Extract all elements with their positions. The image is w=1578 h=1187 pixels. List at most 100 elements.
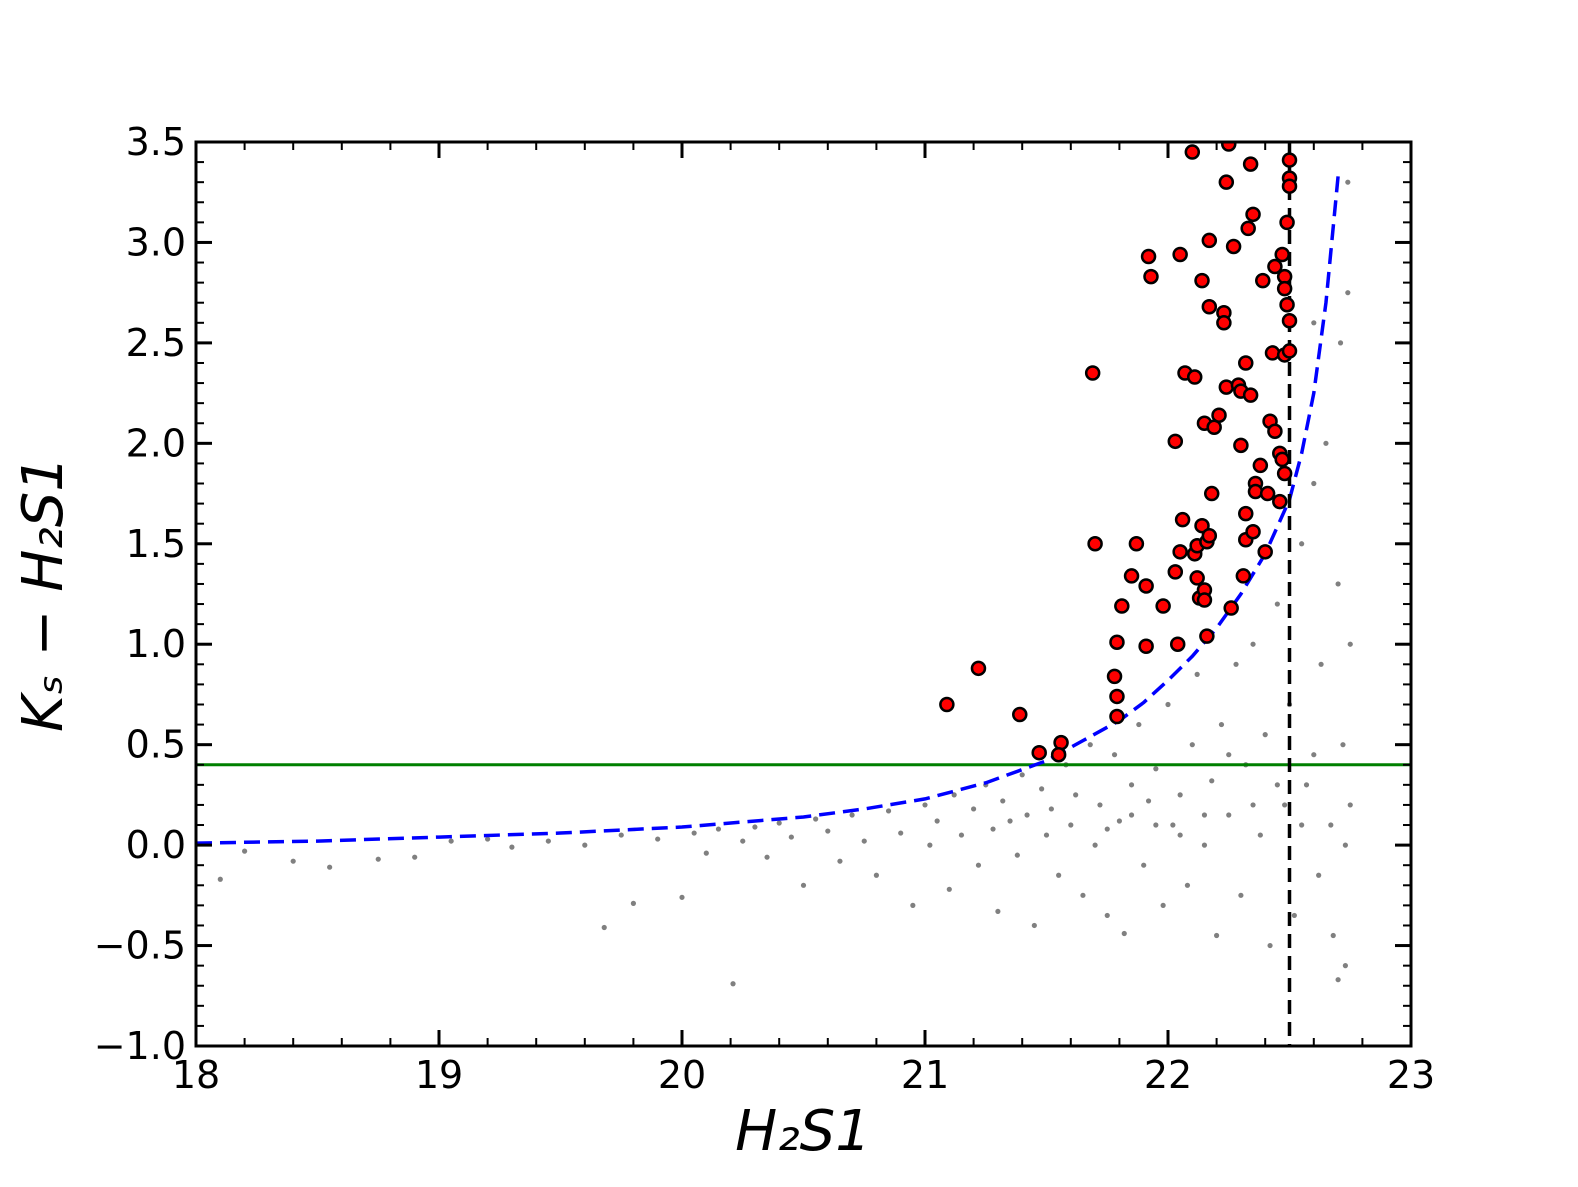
point bbox=[1250, 641, 1256, 647]
point bbox=[412, 854, 418, 860]
point bbox=[1335, 977, 1341, 983]
point bbox=[1087, 742, 1093, 748]
point bbox=[1274, 782, 1280, 788]
point bbox=[813, 816, 819, 822]
point bbox=[1031, 744, 1047, 761]
point bbox=[1184, 144, 1201, 160]
point bbox=[788, 834, 794, 840]
point bbox=[1201, 842, 1208, 848]
point bbox=[946, 886, 952, 892]
point bbox=[1209, 778, 1215, 784]
point bbox=[1274, 601, 1280, 607]
point bbox=[1043, 832, 1050, 838]
point bbox=[1140, 248, 1157, 265]
point bbox=[1012, 706, 1028, 723]
point bbox=[509, 844, 515, 850]
point bbox=[1186, 369, 1203, 385]
point bbox=[1123, 568, 1140, 584]
point bbox=[1267, 942, 1273, 949]
point bbox=[1226, 752, 1232, 758]
point bbox=[849, 812, 855, 818]
point bbox=[1218, 721, 1225, 728]
point bbox=[1282, 802, 1288, 808]
point bbox=[1174, 511, 1191, 528]
point bbox=[1024, 812, 1030, 818]
x-tick-label: 18 bbox=[172, 1053, 220, 1097]
point bbox=[1259, 485, 1276, 502]
point bbox=[861, 838, 867, 844]
point bbox=[922, 802, 928, 808]
x-axis-label: H₂S1 bbox=[735, 1099, 871, 1164]
point bbox=[1214, 932, 1220, 939]
point bbox=[910, 902, 916, 908]
point bbox=[1068, 822, 1074, 828]
point bbox=[1194, 272, 1210, 289]
point bbox=[1267, 423, 1283, 440]
point bbox=[1109, 708, 1125, 725]
point bbox=[885, 808, 892, 814]
point bbox=[1276, 465, 1293, 482]
point bbox=[485, 836, 491, 842]
point bbox=[1257, 544, 1273, 560]
model-curve bbox=[196, 175, 1340, 845]
point bbox=[290, 858, 296, 864]
point bbox=[1274, 246, 1290, 263]
point bbox=[1335, 581, 1341, 587]
point bbox=[1194, 671, 1200, 677]
point bbox=[1303, 782, 1310, 788]
point bbox=[1189, 742, 1195, 748]
y-tick-label: −0.5 bbox=[94, 924, 186, 968]
point bbox=[1138, 578, 1154, 594]
point bbox=[217, 876, 223, 882]
point bbox=[1136, 721, 1142, 728]
point bbox=[1281, 178, 1298, 194]
point bbox=[375, 856, 381, 862]
point bbox=[1160, 902, 1166, 908]
point bbox=[1084, 365, 1101, 381]
point bbox=[1201, 812, 1208, 818]
y-tick-label: 2.0 bbox=[126, 421, 186, 465]
point bbox=[958, 832, 965, 838]
point bbox=[1245, 523, 1261, 540]
point bbox=[1221, 142, 1237, 152]
point bbox=[990, 826, 996, 832]
point bbox=[1087, 536, 1103, 552]
y-tick-label: 3.0 bbox=[126, 220, 186, 264]
point bbox=[1039, 786, 1045, 792]
point bbox=[1281, 313, 1298, 329]
point bbox=[1242, 156, 1259, 172]
point bbox=[1177, 832, 1183, 838]
point bbox=[995, 908, 1001, 915]
point bbox=[1141, 862, 1147, 868]
point bbox=[776, 820, 782, 826]
point bbox=[1299, 541, 1305, 547]
point bbox=[1153, 766, 1159, 772]
point bbox=[1267, 258, 1283, 275]
point bbox=[1138, 638, 1154, 654]
point bbox=[1247, 483, 1264, 500]
point bbox=[1316, 872, 1322, 878]
point bbox=[1347, 641, 1353, 647]
point bbox=[740, 838, 746, 844]
point bbox=[1155, 598, 1171, 614]
point bbox=[939, 696, 955, 713]
point bbox=[582, 842, 588, 848]
point bbox=[1007, 818, 1013, 824]
point bbox=[1092, 842, 1098, 848]
point bbox=[1318, 661, 1324, 667]
y-tick-label: −1.0 bbox=[94, 1024, 186, 1068]
point bbox=[1177, 792, 1183, 798]
point bbox=[971, 806, 977, 812]
point bbox=[1201, 298, 1218, 315]
y-tick-label: 1.0 bbox=[126, 622, 186, 666]
point bbox=[1031, 922, 1037, 929]
point bbox=[1097, 802, 1103, 808]
x-tick-label: 20 bbox=[658, 1053, 706, 1097]
point bbox=[1345, 290, 1351, 296]
x-tick-label: 21 bbox=[901, 1053, 949, 1097]
point bbox=[951, 792, 957, 798]
point bbox=[618, 832, 624, 838]
point bbox=[1128, 812, 1135, 818]
point bbox=[1216, 315, 1232, 331]
point bbox=[1172, 544, 1188, 560]
